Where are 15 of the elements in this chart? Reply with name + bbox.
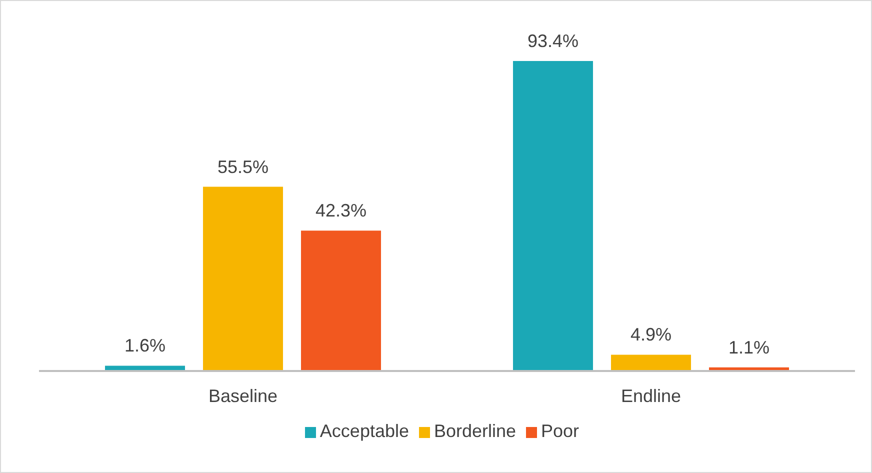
data-label: 42.3% (315, 200, 367, 221)
data-label: 1.1% (728, 337, 770, 358)
bar (611, 354, 691, 371)
x-tick-label: Endline (620, 386, 682, 406)
x-tick-label: Baseline (208, 386, 278, 406)
data-label: 55.5% (217, 156, 269, 177)
legend-label: Acceptable (320, 421, 409, 441)
bar (203, 186, 283, 371)
legend-label: Poor (541, 421, 580, 441)
legend-label: Borderline (434, 421, 516, 441)
data-label: 93.4% (527, 31, 579, 51)
data-label: 4.9% (630, 324, 672, 345)
data-label: 1.6% (124, 336, 166, 356)
bar (301, 230, 381, 371)
bar (513, 61, 593, 371)
